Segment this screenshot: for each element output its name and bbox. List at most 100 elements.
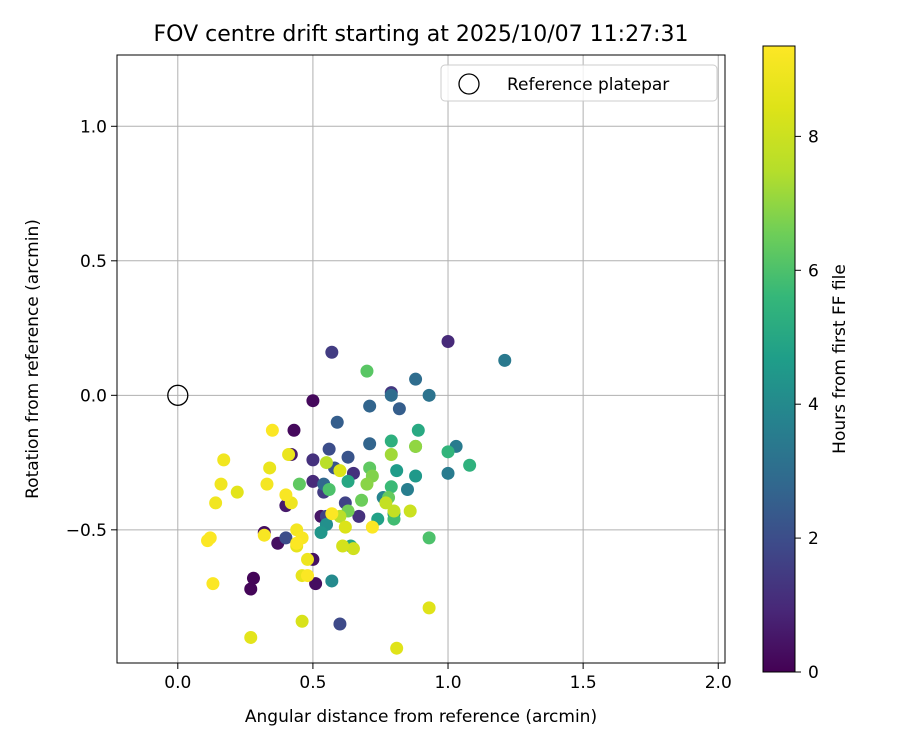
data-point <box>333 464 347 478</box>
data-point <box>422 601 436 615</box>
data-point <box>322 442 336 456</box>
data-point <box>263 461 277 475</box>
colorbar-tick-label: 4 <box>808 395 819 415</box>
y-tick-label: 1.0 <box>80 117 107 137</box>
data-point <box>314 526 328 540</box>
legend: Reference platepar <box>440 64 718 102</box>
data-point <box>319 456 333 470</box>
data-point <box>217 453 231 467</box>
x-tick-label: 0.5 <box>299 673 326 693</box>
data-point <box>341 450 355 464</box>
data-point <box>441 335 455 349</box>
y-tick-label: 0.0 <box>80 386 107 406</box>
data-point <box>230 485 244 499</box>
data-point <box>352 509 366 523</box>
reference-point-marker <box>167 384 189 406</box>
colorbar-label: Hours from first FF file <box>830 264 850 454</box>
data-point <box>441 445 455 459</box>
data-point <box>392 402 406 416</box>
data-point <box>409 469 423 483</box>
data-point <box>330 415 344 429</box>
data-point <box>360 477 374 491</box>
data-point <box>463 458 477 472</box>
data-point <box>325 574 339 588</box>
data-point <box>244 630 258 644</box>
data-point <box>384 480 398 494</box>
data-point <box>306 394 320 408</box>
legend-marker-circle <box>458 73 480 95</box>
data-point <box>355 493 369 507</box>
x-tick-label: 2.0 <box>705 673 732 693</box>
data-point <box>244 582 258 596</box>
data-point <box>290 536 304 550</box>
chart-title: FOV centre drift starting at 2025/10/07 … <box>154 22 689 47</box>
colorbar-frame <box>762 45 796 673</box>
data-point <box>441 466 455 480</box>
data-point <box>209 496 223 510</box>
x-axis-ticks: 0.0 0.5 1.0 1.5 2.0 <box>164 663 732 693</box>
data-point <box>384 448 398 462</box>
y-axis-label: Rotation from reference (arcmin) <box>23 219 43 499</box>
data-point <box>214 477 228 491</box>
legend-entry-reference-platepar: Reference platepar <box>507 75 669 95</box>
data-point <box>411 423 425 437</box>
data-point <box>363 399 377 413</box>
data-point <box>260 477 274 491</box>
data-point <box>422 388 436 402</box>
data-point <box>292 477 306 491</box>
data-point <box>384 388 398 402</box>
data-point <box>379 496 393 510</box>
data-point <box>341 474 355 488</box>
data-point <box>403 504 417 518</box>
x-tick-label: 0.0 <box>164 673 191 693</box>
data-point <box>360 364 374 378</box>
data-point <box>400 482 414 496</box>
data-point <box>295 614 309 628</box>
colorbar-tick-label: 0 <box>808 663 819 683</box>
data-point <box>409 439 423 453</box>
data-point <box>203 531 217 545</box>
x-tick-label: 1.0 <box>434 673 461 693</box>
colorbar-gradient <box>763 46 795 672</box>
data-point <box>322 482 336 496</box>
y-tick-label: −0.5 <box>66 521 107 541</box>
data-point <box>333 617 347 631</box>
reference-platepar-marker <box>167 384 189 406</box>
data-point <box>346 542 360 556</box>
data-point <box>309 577 323 591</box>
y-axis-ticks: −0.5 0.0 0.5 1.0 <box>66 117 117 541</box>
colorbar-tick-label: 8 <box>808 127 819 147</box>
colorbar-ticks: 0 2 4 6 8 <box>795 127 819 683</box>
data-point <box>257 528 271 542</box>
data-point <box>422 531 436 545</box>
x-tick-label: 1.5 <box>570 673 597 693</box>
data-point <box>287 423 301 437</box>
plot-frame <box>116 54 726 664</box>
data-point <box>206 577 220 591</box>
colorbar-tick-label: 6 <box>808 261 819 281</box>
data-point <box>409 372 423 386</box>
colorbar: 0 2 4 6 8 Hours from first FF file <box>762 45 850 683</box>
data-point <box>265 423 279 437</box>
data-point <box>301 552 315 566</box>
data-point <box>498 353 512 367</box>
data-point <box>306 474 320 488</box>
data-point <box>387 504 401 518</box>
data-point <box>338 520 352 534</box>
data-point <box>306 453 320 467</box>
data-point <box>279 488 293 502</box>
data-point <box>336 539 350 553</box>
data-point <box>301 569 315 583</box>
y-tick-label: 0.5 <box>80 252 107 272</box>
data-point <box>325 345 339 359</box>
grid-lines <box>117 55 725 663</box>
data-point <box>363 437 377 451</box>
data-point <box>365 520 379 534</box>
data-point <box>282 448 296 462</box>
data-points <box>201 335 512 655</box>
data-point <box>279 531 293 545</box>
data-point <box>390 641 404 655</box>
data-point <box>325 507 339 521</box>
